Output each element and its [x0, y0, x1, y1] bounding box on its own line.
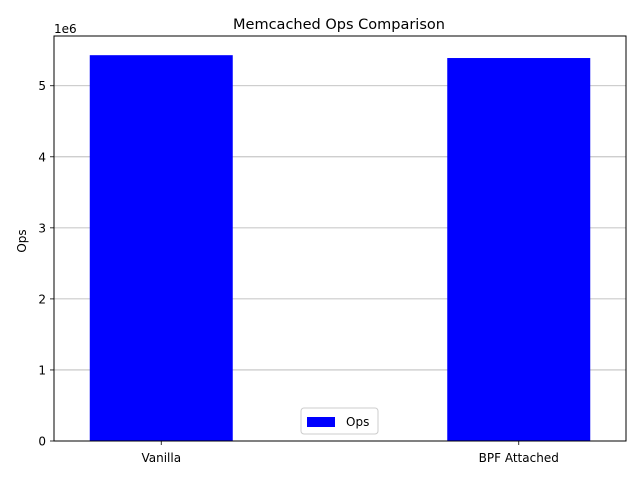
x-axis: Vanilla BPF Attached — [141, 441, 559, 465]
y-tick-label: 2 — [38, 292, 46, 306]
chart-title: Memcached Ops Comparison — [233, 17, 445, 33]
legend: Ops — [300, 407, 379, 435]
y-axis: 0 1 2 3 4 5 — [38, 79, 54, 449]
y-tick-label: 0 — [38, 435, 46, 449]
y-axis-label: Ops — [15, 229, 29, 252]
y-tick-label: 3 — [38, 221, 46, 235]
bar — [89, 55, 233, 442]
bar — [447, 58, 591, 442]
y-tick-label: 5 — [38, 79, 46, 93]
y-tick-label: 1 — [38, 363, 46, 377]
legend-label: Ops — [346, 415, 369, 429]
bars — [89, 55, 591, 442]
x-tick-label: BPF Attached — [479, 451, 559, 465]
legend-swatch — [307, 417, 335, 427]
x-tick-label: Vanilla — [141, 451, 181, 465]
y-tick-label: 4 — [38, 150, 46, 164]
plot-frame — [53, 35, 627, 442]
legend-box — [300, 407, 379, 435]
y-axis-offset-label: 1e6 — [54, 22, 77, 36]
